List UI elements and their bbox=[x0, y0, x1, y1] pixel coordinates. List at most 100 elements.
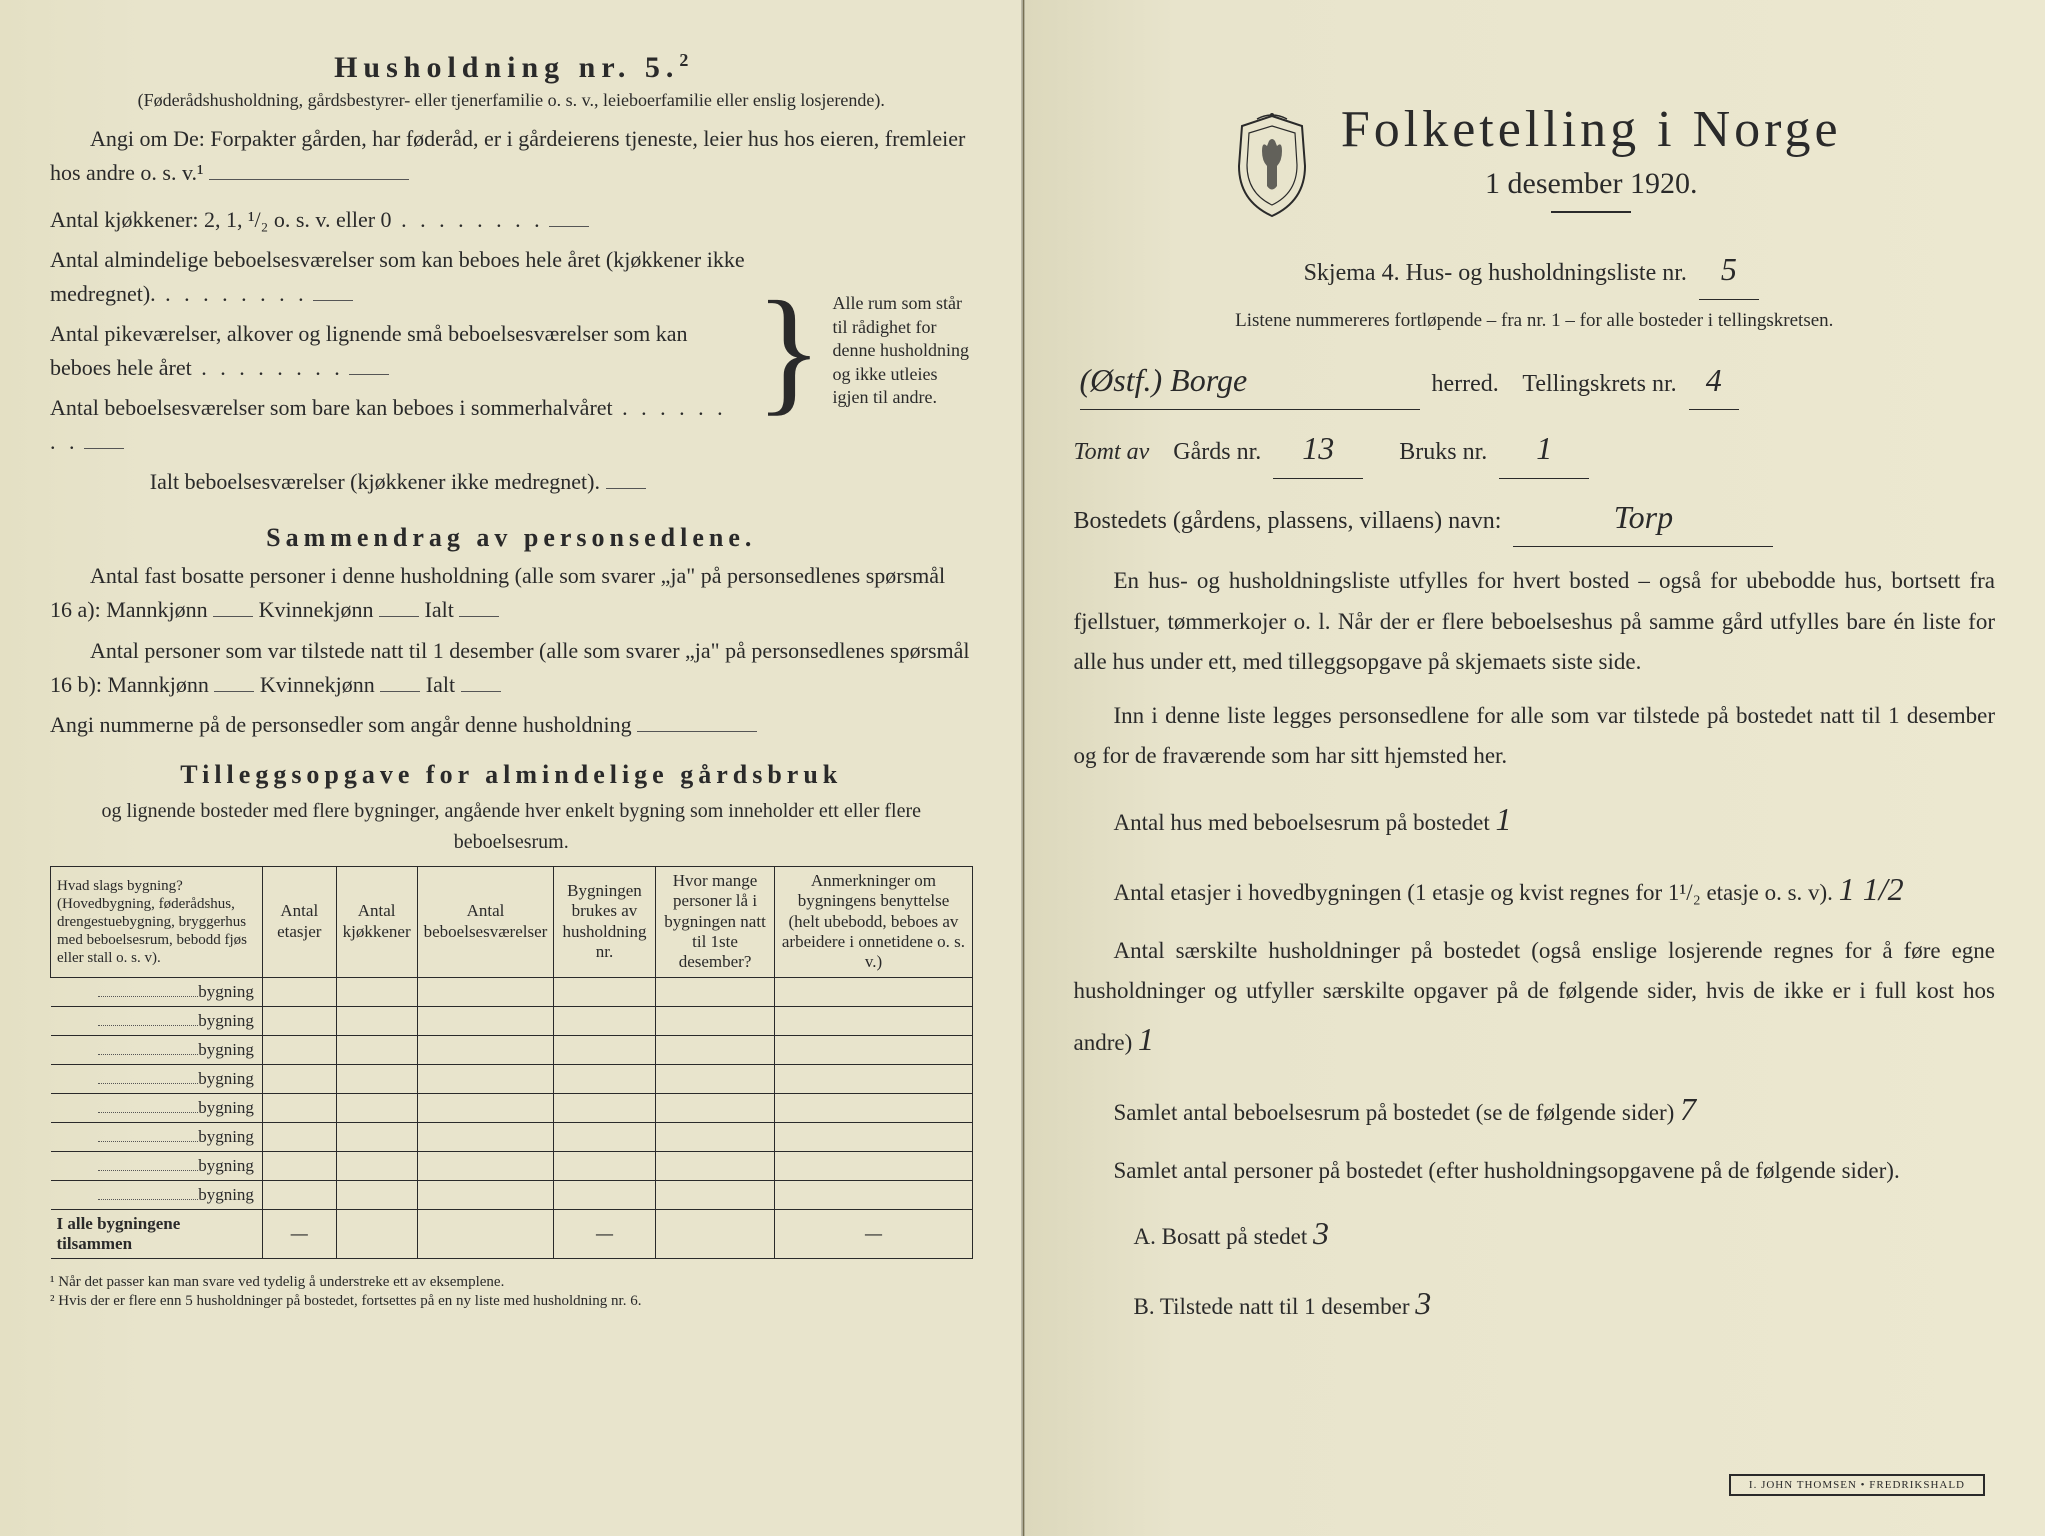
kvinn-label-2: Kvinnekjønn bbox=[260, 672, 375, 697]
ialt-label-2: Ialt bbox=[426, 672, 455, 697]
cell bbox=[655, 1209, 775, 1258]
para1: En hus- og husholdningsliste utfylles fo… bbox=[1074, 561, 1996, 682]
sammendrag2: Antal personer som var tilstede natt til… bbox=[50, 634, 973, 702]
rooms-total-line: Ialt beboelsesværelser (kjøkkener ikke m… bbox=[50, 465, 745, 499]
cell bbox=[655, 1064, 775, 1093]
title-block: Folketelling i Norge 1 desember 1920. bbox=[1074, 100, 1996, 231]
left-title: Husholdning nr. 5.2 bbox=[50, 50, 973, 85]
th-4: Bygningen brukes av husholdning nr. bbox=[554, 866, 655, 977]
subtitle: 1 desember 1920. bbox=[1341, 167, 1842, 201]
blank-fill bbox=[379, 594, 419, 617]
sammendrag2-text: Antal personer som var tilstede natt til… bbox=[50, 638, 970, 697]
cell bbox=[655, 1093, 775, 1122]
table-row: bygning bbox=[51, 1006, 973, 1035]
sammendrag1: Antal fast bosatte personer i denne hush… bbox=[50, 559, 973, 627]
gards-nr: 13 bbox=[1273, 420, 1363, 479]
section-sammendrag: Sammendrag av personsedlene. bbox=[50, 523, 973, 553]
antal-hus-label: Antal hus med beboelsesrum på bostedet bbox=[1114, 810, 1490, 835]
cell bbox=[775, 1064, 972, 1093]
footnote-2: ² Hvis der er flere enn 5 husholdninger … bbox=[50, 1292, 973, 1312]
blank-fill bbox=[380, 669, 420, 692]
cell bbox=[336, 1122, 417, 1151]
angi-om-de: Angi om De: Forpakter gården, har føderå… bbox=[50, 122, 973, 190]
blank-fill bbox=[606, 466, 646, 489]
cell bbox=[417, 1006, 554, 1035]
cell bbox=[554, 1064, 655, 1093]
cell bbox=[417, 1151, 554, 1180]
blank-fill bbox=[213, 594, 253, 617]
cell bbox=[554, 977, 655, 1006]
dots bbox=[192, 355, 344, 380]
left-title-sup: 2 bbox=[679, 50, 688, 70]
a-label: A. Bosatt på stedet bbox=[1134, 1224, 1308, 1249]
rooms-list: Antal kjøkkener: 2, 1, ¹/₂ o. s. v. elle… bbox=[50, 197, 745, 506]
skjema-line: Skjema 4. Hus- og husholdningsliste nr. … bbox=[1074, 241, 1996, 300]
samlet-pers-line: Samlet antal personer på bostedet (efter… bbox=[1074, 1151, 1996, 1191]
cell bbox=[417, 1180, 554, 1209]
cell bbox=[554, 1093, 655, 1122]
right-page: Folketelling i Norge 1 desember 1920. Sk… bbox=[1023, 0, 2045, 1536]
cell bbox=[775, 1151, 972, 1180]
left-page: Husholdning nr. 5.2 (Føderådshusholdning… bbox=[0, 0, 1023, 1536]
th-5: Hvor mange personer lå i bygningen natt … bbox=[655, 866, 775, 977]
table-total-row: I alle bygningene tilsammen——— bbox=[51, 1209, 973, 1258]
brace-note: Alle rum som står til rådighet for denne… bbox=[833, 197, 973, 506]
cell bbox=[417, 977, 554, 1006]
cell bbox=[262, 1180, 336, 1209]
title-text-block: Folketelling i Norge 1 desember 1920. bbox=[1341, 100, 1842, 231]
row-label: bygning bbox=[51, 977, 263, 1006]
blank-fill bbox=[313, 278, 353, 301]
total-label: I alle bygningene tilsammen bbox=[51, 1209, 263, 1258]
left-title-text: Husholdning nr. 5. bbox=[334, 51, 679, 84]
blank-fill bbox=[549, 204, 589, 227]
dots bbox=[156, 281, 308, 306]
b-val: 3 bbox=[1415, 1285, 1431, 1321]
kitchens-line: Antal kjøkkener: 2, 1, ¹/₂ o. s. v. elle… bbox=[50, 203, 745, 237]
samlet-rum-label: Samlet antal beboelsesrum på bostedet (s… bbox=[1114, 1100, 1675, 1125]
title-rule bbox=[1551, 211, 1631, 213]
bosted-navn: Torp bbox=[1513, 489, 1773, 548]
cell bbox=[336, 1035, 417, 1064]
bygning-table: Hvad slags bygning? (Hovedbygning, føder… bbox=[50, 866, 973, 1259]
footnotes: ¹ Når det passer kan man svare ved tydel… bbox=[50, 1273, 973, 1312]
brace-icon: } bbox=[755, 291, 822, 410]
blank-fill bbox=[209, 157, 409, 180]
table-row: bygning bbox=[51, 1035, 973, 1064]
cell bbox=[655, 977, 775, 1006]
cell bbox=[336, 1093, 417, 1122]
cell bbox=[262, 977, 336, 1006]
antal-hush-label: Antal særskilte husholdninger på bostede… bbox=[1074, 938, 1996, 1056]
cell bbox=[554, 1006, 655, 1035]
cell bbox=[655, 1006, 775, 1035]
row-label: bygning bbox=[51, 1006, 263, 1035]
para2-text: Inn i denne liste legges personsedlene f… bbox=[1074, 703, 1996, 768]
cell bbox=[336, 1064, 417, 1093]
cell bbox=[336, 1151, 417, 1180]
cell bbox=[775, 1006, 972, 1035]
cell bbox=[336, 977, 417, 1006]
row-label: bygning bbox=[51, 1180, 263, 1209]
antal-hus: 1 bbox=[1495, 801, 1511, 837]
cell bbox=[262, 1093, 336, 1122]
main-title: Folketelling i Norge bbox=[1341, 100, 1842, 159]
blank-fill bbox=[637, 709, 757, 732]
blank-fill bbox=[349, 352, 389, 375]
cell bbox=[417, 1035, 554, 1064]
cell: — bbox=[262, 1209, 336, 1258]
herred-value: (Østf.) Borge bbox=[1080, 352, 1420, 411]
cell bbox=[417, 1122, 554, 1151]
cell bbox=[655, 1151, 775, 1180]
rooms-total-text: Ialt beboelsesværelser (kjøkkener ikke m… bbox=[150, 469, 600, 494]
census-form-spread: Husholdning nr. 5.2 (Føderådshusholdning… bbox=[0, 0, 2045, 1536]
cell bbox=[775, 1180, 972, 1209]
bosted-line: Bostedets (gårdens, plassens, villaens) … bbox=[1074, 489, 1996, 548]
cell bbox=[655, 1122, 775, 1151]
antal-hush: 1 bbox=[1138, 1021, 1154, 1057]
th-6: Anmerkninger om bygningens benyttelse (h… bbox=[775, 866, 972, 977]
cell bbox=[417, 1093, 554, 1122]
b-line: B. Tilstede natt til 1 desember 3 bbox=[1134, 1275, 1996, 1331]
th-1: Antal etasjer bbox=[262, 866, 336, 977]
cell bbox=[336, 1006, 417, 1035]
para1-text: En hus- og husholdningsliste utfylles fo… bbox=[1074, 568, 1996, 674]
cell bbox=[775, 1035, 972, 1064]
